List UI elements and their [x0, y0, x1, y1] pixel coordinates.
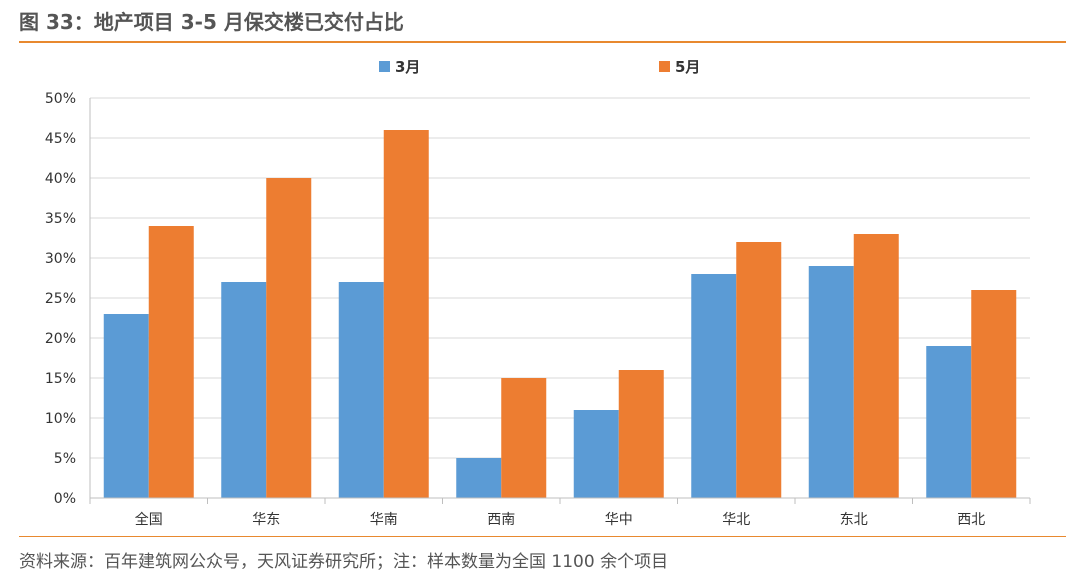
bar-march [221, 282, 267, 498]
y-tick-label: 20% [45, 331, 76, 347]
bar-march [808, 266, 854, 498]
footer-divider [19, 536, 1066, 537]
legend-swatch [379, 61, 390, 72]
source-note: 资料来源：百年建筑网公众号，天风证券研究所；注：样本数量为全国 1100 余个项… [19, 552, 669, 572]
bar-march [691, 274, 737, 498]
x-tick-label: 西北 [957, 512, 985, 528]
page-title: 图 33：地产项目 3-5 月保交楼已交付占比 [19, 10, 404, 34]
bar-march [926, 346, 972, 498]
y-tick-label: 10% [45, 411, 76, 427]
bar-march [573, 410, 619, 498]
bar-march [338, 282, 384, 498]
axes: 0% 5% 10% 15% 20% 25% 30% 35% 40% 45% 50% 全国 华东 华南 西南 华… [45, 91, 1031, 528]
x-tick-label: 华北 [722, 512, 750, 528]
x-tick-label: 华南 [370, 512, 398, 528]
x-tick-label: 华中 [605, 512, 633, 528]
x-tick-label: 华东 [252, 512, 280, 528]
y-tick-label: 30% [45, 251, 76, 267]
bar-may [618, 370, 664, 498]
bar-may [971, 290, 1017, 498]
bar-may [266, 178, 312, 498]
bars [103, 130, 1017, 498]
y-tick-label: 5% [54, 451, 76, 467]
x-tick-label: 全国 [135, 511, 163, 528]
legend-label: 3月 [395, 58, 420, 76]
legend-swatch [659, 61, 670, 72]
x-tick-label: 东北 [840, 512, 868, 528]
bar-may [383, 130, 429, 498]
y-tick-label: 25% [45, 291, 76, 307]
y-tick-label: 40% [45, 171, 76, 187]
x-tick-label: 西南 [487, 512, 515, 528]
bar-may [853, 234, 899, 498]
y-tick-label: 50% [45, 91, 76, 107]
y-tick-label: 0% [54, 491, 76, 507]
y-tick-label: 35% [45, 211, 76, 227]
bar-may [736, 242, 782, 498]
legend: 3月 5月 [379, 58, 700, 76]
bar-may [501, 378, 547, 498]
title-divider [19, 41, 1066, 43]
bar-may [148, 226, 194, 498]
y-tick-label: 15% [45, 371, 76, 387]
y-tick-label: 45% [45, 131, 76, 147]
bar-march [103, 314, 149, 498]
bar-march [456, 458, 502, 498]
legend-label: 5月 [675, 58, 700, 76]
